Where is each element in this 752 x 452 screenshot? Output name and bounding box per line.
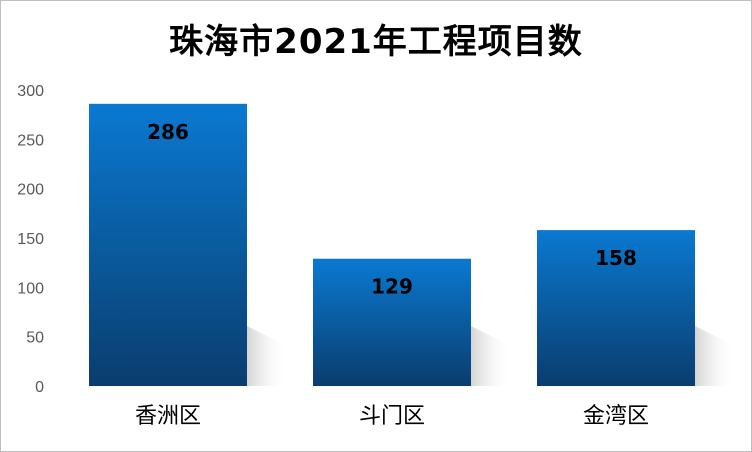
bar — [537, 230, 695, 386]
y-tick-label: 300 — [17, 83, 44, 100]
data-label: 286 — [147, 120, 189, 144]
data-label: 129 — [371, 275, 413, 299]
y-tick-label: 150 — [17, 231, 44, 248]
chart-title: 珠海市2021年工程项目数 — [169, 22, 583, 62]
y-tick-label: 0 — [35, 379, 44, 396]
x-tick-label: 香洲区 — [135, 404, 201, 429]
data-labels: 286 129 158 — [147, 120, 637, 299]
bar — [89, 103, 247, 387]
bar-shadow — [695, 326, 735, 386]
y-tick-label: 200 — [17, 182, 44, 199]
bars — [89, 103, 695, 387]
x-axis: 香洲区 斗门区 金湾区 — [135, 404, 649, 429]
y-tick-label: 250 — [17, 132, 44, 149]
y-tick-label: 100 — [17, 280, 44, 297]
bar-shadow — [471, 326, 511, 386]
bar-shadow — [247, 326, 287, 386]
y-axis: 0 50 100 150 200 250 300 — [17, 83, 44, 396]
bar-shadows — [247, 326, 735, 386]
y-tick-label: 50 — [26, 330, 44, 347]
bar — [313, 258, 471, 386]
x-tick-label: 金湾区 — [583, 404, 649, 429]
data-label: 158 — [595, 246, 637, 270]
x-tick-label: 斗门区 — [359, 404, 425, 429]
